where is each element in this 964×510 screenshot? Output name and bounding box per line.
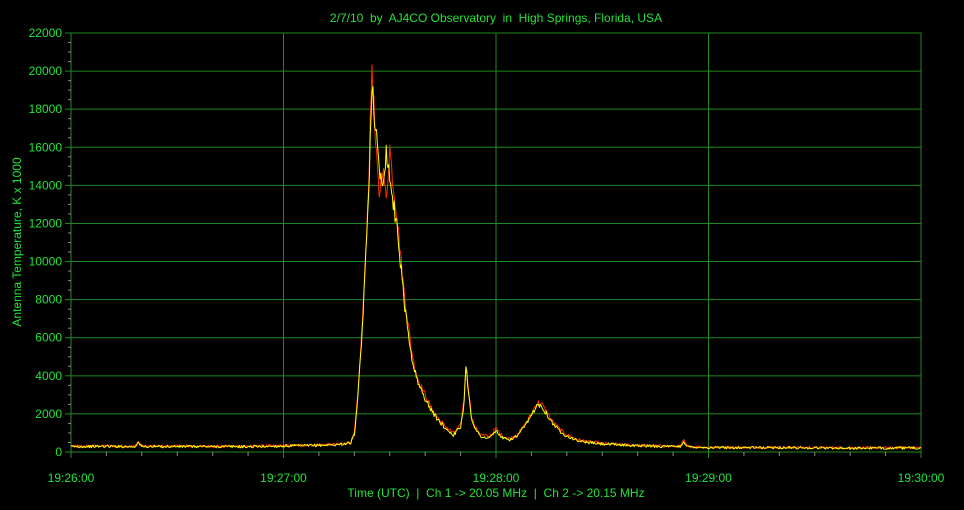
y-tick-label-8: 16000 [29, 140, 63, 154]
y-tick-label-7: 14000 [29, 178, 63, 192]
y-tick-label-4: 8000 [35, 293, 62, 307]
x-tick-label-3: 19:29:00 [685, 471, 732, 485]
series-lines [70, 64, 922, 450]
x-axis-label: Time (UTC) | Ch 1 -> 20.05 MHz | Ch 2 ->… [347, 486, 644, 500]
minor-ticks [65, 32, 922, 458]
x-tick-label-0: 19:26:00 [48, 471, 95, 485]
series-line-ch2 [70, 85, 922, 450]
y-tick-label-2: 4000 [35, 369, 62, 383]
y-axis-label: Antenna Temperature, K x 1000 [10, 157, 24, 327]
chart-title: 2/7/10 by AJ4CO Observatory in High Spri… [330, 11, 662, 25]
y-tick-label-5: 10000 [29, 255, 63, 269]
y-tick-label-9: 18000 [29, 102, 63, 116]
x-tick-labels: 19:26:00 19:27:00 19:28:00 19:29:00 19:30:00 [48, 471, 945, 485]
y-tick-label-0: 0 [55, 445, 62, 459]
x-tick-label-1: 19:27:00 [260, 471, 307, 485]
y-tick-label-11: 22000 [29, 26, 63, 40]
y-tick-label-3: 6000 [35, 331, 62, 345]
y-tick-label-1: 2000 [35, 407, 62, 421]
y-tick-label-6: 12000 [29, 216, 63, 230]
x-tick-label-4: 19:30:00 [898, 471, 945, 485]
y-tick-label-10: 20000 [29, 64, 63, 78]
x-tick-label-2: 19:28:00 [473, 471, 520, 485]
y-tick-labels: 0 2000 4000 6000 8000 10000 12000 14000 16000 180… [29, 26, 63, 459]
series-line-ch1 [70, 64, 922, 450]
